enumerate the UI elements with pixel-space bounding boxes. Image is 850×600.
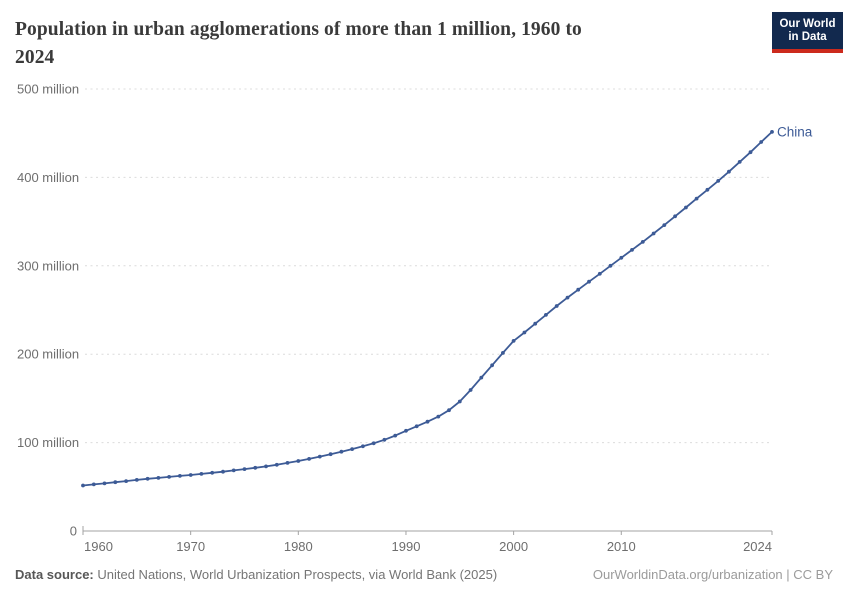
data-point bbox=[425, 419, 430, 424]
data-point bbox=[770, 130, 774, 134]
data-point bbox=[716, 179, 721, 183]
title-line-2: 2024 bbox=[15, 47, 55, 68]
data-source: Data source: United Nations, World Urban… bbox=[15, 567, 497, 582]
data-point bbox=[544, 313, 548, 317]
data-point bbox=[511, 339, 516, 343]
y-tick-label: 300 million bbox=[17, 258, 79, 273]
data-point bbox=[662, 223, 667, 228]
data-point bbox=[264, 464, 268, 469]
data-point bbox=[317, 454, 322, 459]
y-tick-label: 100 million bbox=[17, 435, 79, 450]
data-point bbox=[328, 452, 333, 457]
data-point bbox=[705, 187, 710, 192]
data-point bbox=[414, 424, 419, 429]
data-point bbox=[457, 399, 462, 404]
data-point bbox=[382, 437, 387, 442]
logo-text-line-1: Our World bbox=[779, 18, 836, 30]
series-label-china[interactable]: China bbox=[777, 124, 813, 139]
y-tick-label: 0 bbox=[70, 524, 77, 539]
chart-footer: Data source: United Nations, World Urban… bbox=[15, 567, 833, 582]
x-tick-label: 2010 bbox=[607, 539, 636, 554]
data-point bbox=[737, 160, 742, 164]
data-point bbox=[371, 441, 376, 446]
logo-text-line-2: in Data bbox=[788, 31, 827, 43]
data-point bbox=[694, 196, 699, 201]
data-source-text: United Nations, World Urbanization Prosp… bbox=[93, 567, 498, 582]
y-tick-label: 500 million bbox=[17, 82, 79, 97]
data-point bbox=[576, 287, 581, 292]
data-point bbox=[447, 408, 451, 413]
data-point bbox=[490, 363, 494, 368]
data-point bbox=[145, 476, 150, 481]
data-point bbox=[91, 482, 96, 487]
data-point bbox=[188, 473, 193, 477]
data-point bbox=[134, 478, 139, 482]
data-point bbox=[533, 321, 538, 326]
x-tick-label: 1970 bbox=[176, 539, 205, 554]
data-point bbox=[81, 483, 85, 488]
data-point bbox=[630, 248, 634, 252]
data-point bbox=[350, 447, 354, 451]
data-point bbox=[619, 255, 624, 260]
title-line-1: Population in urban agglomerations of mo… bbox=[15, 19, 582, 40]
data-point bbox=[199, 472, 204, 476]
data-point bbox=[285, 461, 290, 465]
x-tick-label: 1960 bbox=[84, 539, 113, 554]
data-point bbox=[727, 169, 731, 174]
data-point bbox=[651, 231, 656, 236]
data-point bbox=[759, 140, 764, 144]
data-point bbox=[554, 304, 559, 308]
data-point bbox=[231, 468, 236, 473]
data-point bbox=[296, 459, 301, 463]
data-point bbox=[640, 240, 645, 244]
owid-logo: Our World in Data bbox=[772, 12, 843, 53]
y-tick-label: 200 million bbox=[17, 347, 79, 362]
data-line-china bbox=[82, 130, 773, 487]
data-point bbox=[597, 271, 602, 276]
data-point bbox=[274, 462, 279, 467]
data-point bbox=[501, 351, 505, 355]
data-point bbox=[393, 433, 398, 438]
x-tick-label: 1990 bbox=[392, 539, 421, 554]
data-point bbox=[339, 449, 344, 454]
x-tick-label: 2024 bbox=[743, 539, 772, 554]
x-tick-label: 2000 bbox=[499, 539, 528, 554]
data-point bbox=[210, 470, 215, 475]
data-point bbox=[221, 469, 225, 474]
data-point bbox=[156, 476, 161, 480]
page-title: Population in urban agglomerations of mo… bbox=[15, 16, 777, 72]
data-point bbox=[608, 263, 613, 268]
data-point bbox=[673, 214, 677, 219]
data-point bbox=[479, 375, 484, 380]
data-point bbox=[361, 444, 365, 449]
data-point bbox=[436, 414, 441, 419]
data-point bbox=[253, 465, 258, 470]
data-point bbox=[178, 474, 182, 478]
data-point bbox=[587, 279, 591, 284]
data-point bbox=[113, 480, 118, 485]
data-point bbox=[522, 330, 527, 335]
data-point bbox=[404, 428, 408, 433]
data-point bbox=[242, 467, 247, 471]
data-point bbox=[102, 481, 107, 486]
credit-link[interactable]: OurWorldinData.org/urbanization | CC BY bbox=[592, 567, 833, 582]
data-point bbox=[167, 475, 172, 479]
y-tick-label: 400 million bbox=[17, 170, 79, 185]
data-point bbox=[307, 457, 311, 461]
data-source-label: Data source: bbox=[15, 567, 94, 582]
data-point bbox=[684, 205, 688, 210]
x-tick-label: 1980 bbox=[284, 539, 313, 554]
data-point bbox=[124, 479, 128, 483]
data-point bbox=[565, 295, 570, 300]
data-point bbox=[468, 388, 473, 392]
data-point bbox=[748, 150, 753, 155]
